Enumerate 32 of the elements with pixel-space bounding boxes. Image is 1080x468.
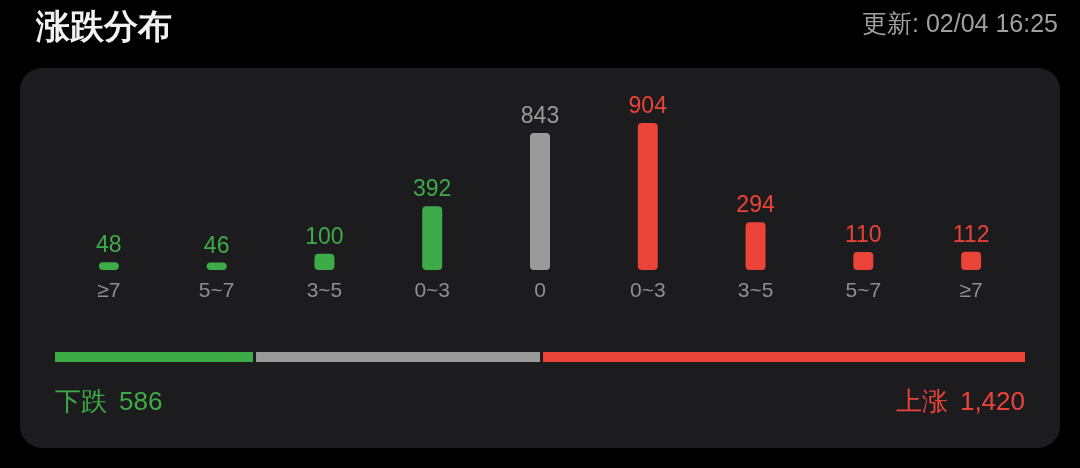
bar [745, 222, 766, 270]
data-label: 904 [628, 92, 668, 118]
data-label: 100 [305, 222, 344, 249]
bar [422, 206, 443, 270]
data-label: 294 [736, 191, 775, 218]
data-label: 110 [845, 221, 882, 248]
data-label: 112 [952, 220, 990, 247]
x-tick-label: ≥7 [97, 278, 121, 301]
x-tick-label: ≥7 [959, 278, 983, 301]
bar [961, 251, 982, 270]
x-tick-label: 5~7 [198, 278, 235, 301]
data-label: 48 [96, 231, 122, 258]
x-tick-label: 0~3 [414, 278, 451, 301]
bar [853, 252, 874, 270]
x-tick-label: 3~5 [737, 278, 774, 301]
data-label: 46 [203, 231, 230, 258]
bar [314, 253, 335, 270]
bar [530, 132, 550, 270]
text: 更新: 02/04 16:25 [862, 9, 1058, 37]
bar [98, 262, 119, 270]
data-label: 843 [520, 101, 560, 128]
data-label: 586 [119, 386, 163, 416]
data-label: 392 [413, 175, 452, 202]
x-tick-label: 3~5 [306, 278, 343, 301]
category-label: 下跌 [55, 386, 107, 416]
data-label: 1,420 [959, 386, 1025, 416]
x-tick-label: 0~3 [629, 278, 666, 301]
x-tick-label: 0 [534, 278, 546, 301]
x-tick-label: 5~7 [845, 278, 882, 301]
category-label: 上涨 [895, 386, 948, 416]
chart-title: 涨跌分布 [35, 7, 172, 45]
bar [637, 123, 658, 270]
